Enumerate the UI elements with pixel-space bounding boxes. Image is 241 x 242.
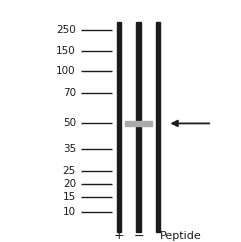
Text: +: + [114, 229, 125, 242]
Text: 50: 50 [63, 118, 76, 129]
Text: Peptide: Peptide [160, 231, 202, 241]
Text: 250: 250 [56, 25, 76, 35]
Text: 25: 25 [63, 166, 76, 176]
Text: 10: 10 [63, 207, 76, 217]
Bar [117, 22, 121, 232]
Bar [136, 22, 141, 232]
Text: 100: 100 [56, 66, 76, 76]
Bar [156, 22, 160, 232]
Text: −: − [133, 229, 144, 242]
Text: 150: 150 [56, 46, 76, 56]
Text: 20: 20 [63, 179, 76, 189]
Text: 15: 15 [63, 192, 76, 202]
Text: 70: 70 [63, 88, 76, 98]
Text: 35: 35 [63, 144, 76, 154]
Bar [125, 121, 152, 126]
